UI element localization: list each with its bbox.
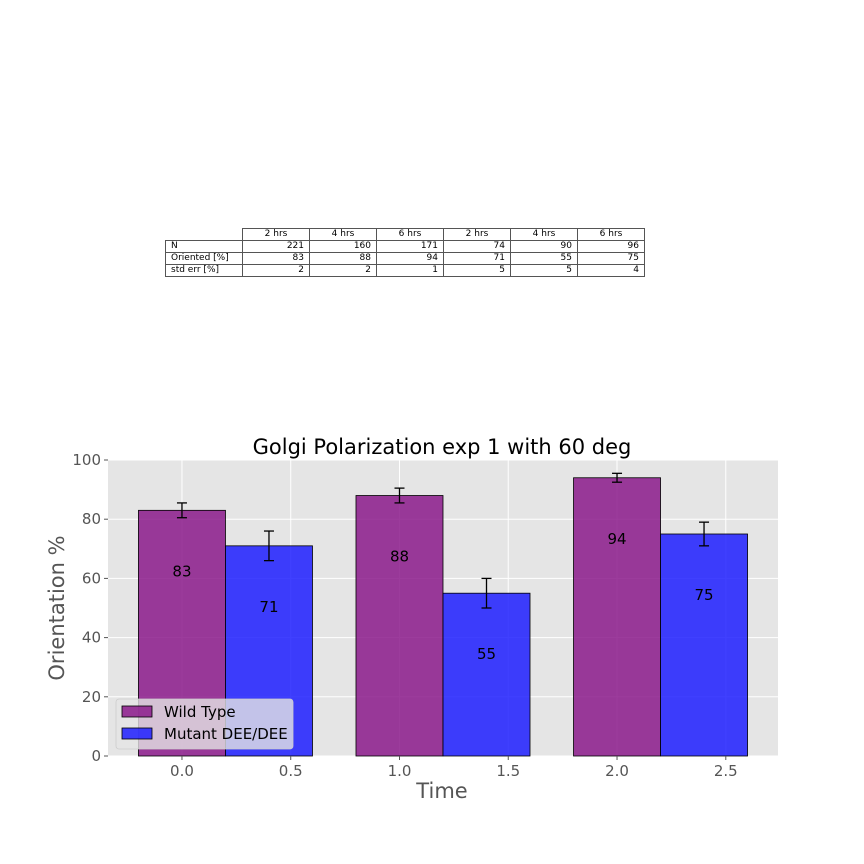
- y-tick-label: 100: [72, 451, 101, 469]
- x-tick-label: 2.0: [605, 762, 629, 780]
- data-label: 71: [259, 598, 278, 616]
- table-cell: 5: [443, 264, 511, 277]
- chart-title: Golgi Polarization exp 1 with 60 deg: [253, 435, 632, 459]
- data-label: 94: [607, 530, 626, 548]
- legend-swatch: [121, 705, 153, 718]
- table-cell: 2: [242, 264, 310, 277]
- bar: [355, 495, 444, 757]
- y-axis-label: Orientation %: [45, 535, 69, 680]
- bar: [660, 533, 748, 757]
- data-label: 75: [694, 586, 713, 604]
- x-axis-label: Time: [415, 779, 467, 803]
- y-tick-label: 60: [82, 569, 101, 587]
- y-tick-label: 0: [91, 747, 101, 765]
- legend-label: Wild Type: [164, 703, 236, 721]
- x-tick-label: 0.0: [170, 762, 194, 780]
- x-tick-label: 0.5: [279, 762, 303, 780]
- bar: [573, 477, 661, 757]
- bar: [442, 592, 531, 757]
- x-tick-label: 1.5: [496, 762, 520, 780]
- x-tick-label: 2.5: [714, 762, 738, 780]
- y-tick-label: 80: [82, 510, 101, 528]
- data-label: 83: [172, 562, 191, 580]
- legend-swatch: [121, 727, 153, 740]
- y-tick-label: 40: [82, 629, 101, 647]
- x-tick-label: 1.0: [388, 762, 412, 780]
- table-cell: 2: [309, 264, 377, 277]
- data-table: 2 hrs 4 hrs 6 hrs 2 hrs 4 hrs 6 hrs N 22…: [165, 228, 645, 277]
- legend-label: Mutant DEE/DEE: [164, 725, 288, 743]
- y-tick-label: 20: [82, 688, 101, 706]
- table-row: Oriented [%] 83 88 94 71 55 75: [165, 252, 645, 265]
- table-cell: 4: [577, 264, 645, 277]
- data-label: 55: [477, 645, 496, 663]
- data-label: 88: [390, 548, 409, 566]
- legend: [115, 698, 294, 750]
- table-row: std err [%] 2 2 1 5 5 4: [165, 264, 645, 277]
